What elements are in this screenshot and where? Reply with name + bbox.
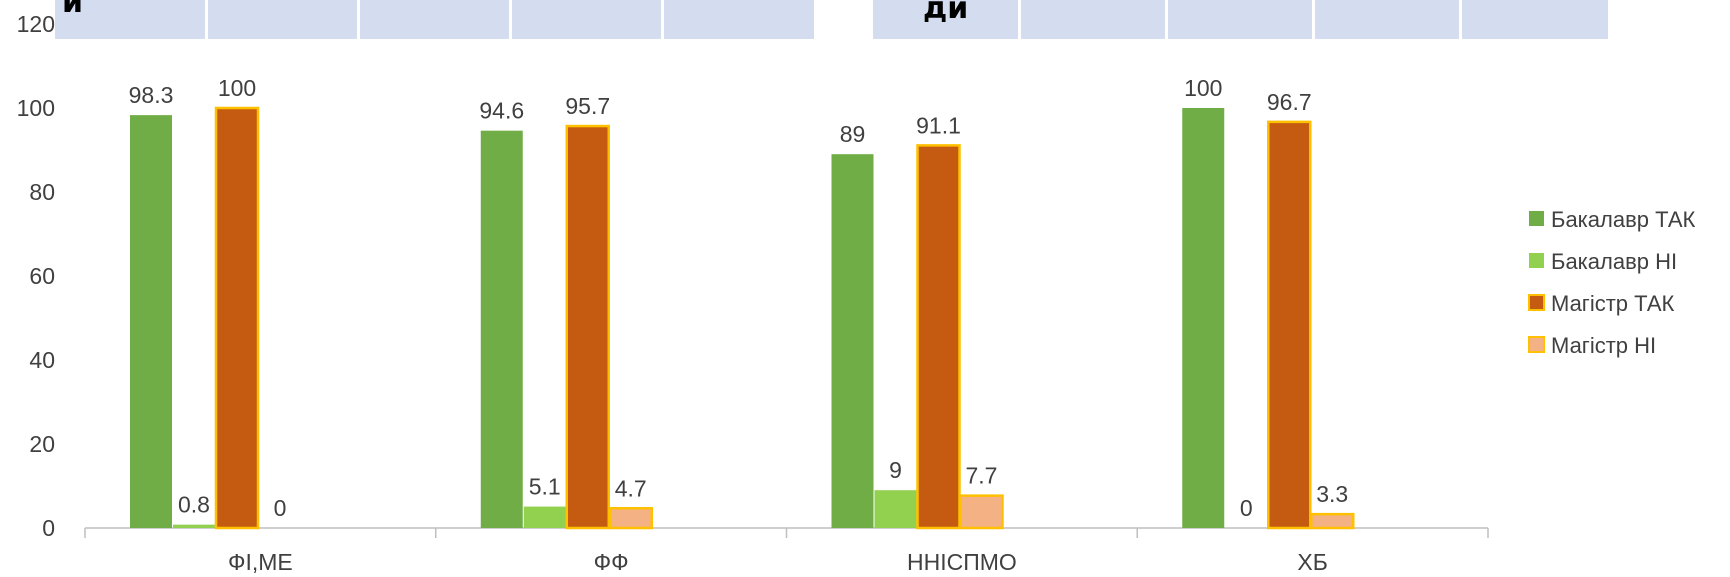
x-category-label: ФІ,МЕ — [228, 549, 293, 575]
bar — [608, 507, 653, 530]
data-label: 100 — [1184, 75, 1222, 101]
bar — [1267, 120, 1312, 530]
data-label: 89 — [840, 121, 866, 147]
x-category-label: ФФ — [594, 549, 629, 575]
header-strip-left — [55, 0, 814, 39]
data-label: 0 — [274, 495, 287, 521]
data-label: 91.1 — [916, 112, 961, 138]
data-label: 100 — [218, 75, 256, 101]
x-category-label: ХБ — [1297, 549, 1327, 575]
legend-label: Магістр ТАК — [1551, 291, 1675, 316]
data-label: 0 — [1240, 495, 1253, 521]
header-fragment-left: и — [62, 0, 84, 20]
bar — [565, 124, 610, 530]
data-label: 0.8 — [178, 492, 210, 518]
header-strip-right — [873, 0, 1608, 39]
data-label: 94.6 — [479, 98, 524, 124]
data-label: 5.1 — [529, 474, 561, 500]
header-fragment-right: ди — [923, 0, 969, 26]
legend-label: Бакалавр ТАК — [1551, 207, 1696, 232]
bar — [130, 115, 172, 528]
data-label: 7.7 — [966, 463, 998, 489]
bar — [523, 506, 566, 528]
data-label: 98.3 — [129, 82, 174, 108]
y-tick-label: 20 — [29, 431, 55, 457]
bar — [916, 144, 961, 530]
data-label: 95.7 — [565, 93, 610, 119]
y-tick-label: 0 — [42, 515, 55, 541]
bar — [959, 494, 1004, 530]
legend-swatch — [1529, 211, 1544, 226]
bar — [831, 154, 874, 528]
legend-swatch — [1528, 336, 1545, 353]
y-tick-label: 40 — [29, 347, 55, 373]
bar — [1310, 512, 1355, 530]
data-label: 4.7 — [615, 475, 647, 501]
bar — [214, 106, 260, 530]
bar — [173, 524, 215, 528]
bar — [1182, 108, 1225, 528]
data-label: 9 — [889, 457, 902, 483]
legend-swatch — [1528, 294, 1545, 311]
legend-label: Бакалавр НІ — [1551, 249, 1677, 274]
y-tick-label: 120 — [17, 11, 55, 37]
legend-label: Магістр НІ — [1551, 333, 1656, 358]
bar — [480, 130, 523, 528]
data-label: 3.3 — [1316, 481, 1348, 507]
data-label: 96.7 — [1267, 89, 1312, 115]
legend-swatch — [1529, 253, 1544, 268]
y-tick-label: 80 — [29, 179, 55, 205]
y-tick-label: 100 — [17, 95, 55, 121]
y-tick-label: 60 — [29, 263, 55, 289]
x-category-label: ННІСПМО — [907, 549, 1017, 575]
bar — [874, 490, 917, 528]
